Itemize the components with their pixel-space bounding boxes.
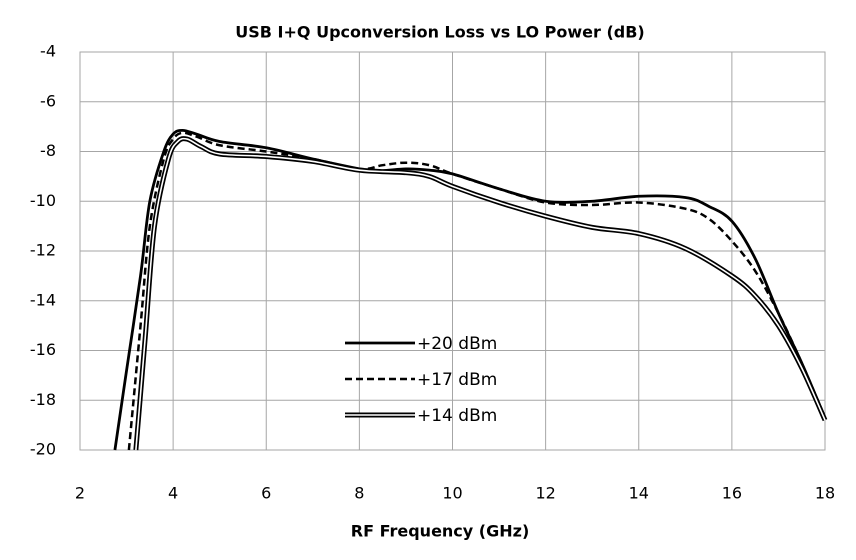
y-tick-label: -8 — [40, 141, 56, 160]
y-tick-label: -12 — [30, 241, 56, 260]
y-tick-label: -14 — [30, 290, 56, 309]
x-tick-label: 4 — [168, 484, 178, 503]
series-line — [127, 131, 827, 451]
x-axis-label: RF Frequency (GHz) — [351, 522, 530, 541]
series-line-inner — [135, 137, 826, 451]
y-tick-label: -6 — [40, 91, 56, 110]
y-tick-label: -10 — [30, 191, 56, 210]
chart-title: USB I+Q Upconversion Loss vs LO Power (d… — [235, 23, 644, 42]
x-tick-label: 8 — [354, 484, 364, 503]
x-tick-label: 10 — [442, 484, 462, 503]
x-tick-label: 12 — [535, 484, 555, 503]
y-tick-label: -4 — [40, 42, 56, 61]
y-tick-label: -20 — [30, 440, 56, 459]
x-tick-label: 14 — [629, 484, 649, 503]
series-line — [113, 128, 827, 451]
legend-label: +20 dBm — [417, 334, 497, 354]
y-tick-label: -18 — [30, 390, 56, 409]
x-tick-label: 2 — [75, 484, 85, 503]
legend-label: +14 dBm — [417, 406, 497, 426]
y-tick-label: -16 — [30, 340, 56, 359]
x-tick-label: 18 — [815, 484, 835, 503]
series-line — [133, 136, 828, 451]
x-tick-label: 6 — [261, 484, 271, 503]
plot-frame — [79, 51, 826, 451]
legend-label: +17 dBm — [417, 370, 497, 390]
x-tick-label: 16 — [722, 484, 742, 503]
